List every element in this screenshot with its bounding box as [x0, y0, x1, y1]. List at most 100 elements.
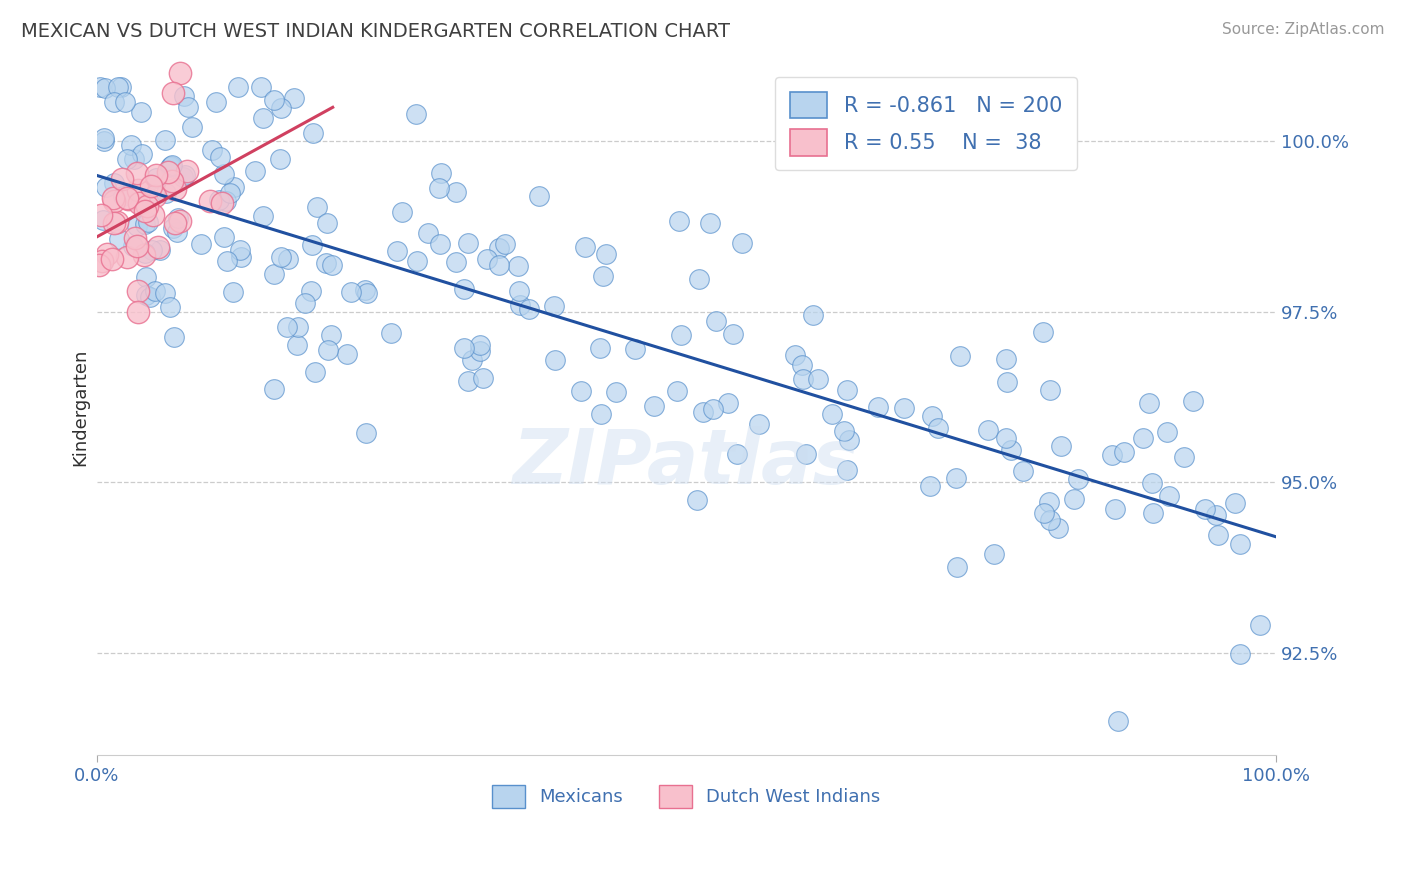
Point — [354, 425, 377, 440]
Point — [96, 179, 118, 194]
Point — [93, 134, 115, 148]
Point — [569, 384, 592, 398]
Point — [149, 243, 172, 257]
Point — [353, 283, 375, 297]
Point — [794, 447, 817, 461]
Point — [134, 203, 156, 218]
Point — [90, 208, 112, 222]
Point — [666, 384, 689, 398]
Point — [1114, 445, 1136, 459]
Point — [832, 424, 855, 438]
Point — [94, 80, 117, 95]
Point — [946, 560, 969, 574]
Point — [1107, 714, 1129, 728]
Point — [995, 431, 1018, 445]
Point — [1205, 508, 1227, 522]
Point — [190, 237, 212, 252]
Point — [157, 165, 180, 179]
Point — [127, 305, 149, 319]
Text: ZIPatlas: ZIPatlas — [513, 425, 859, 500]
Point — [222, 180, 245, 194]
Point — [131, 104, 153, 119]
Point — [276, 320, 298, 334]
Point — [101, 191, 124, 205]
Point — [100, 252, 122, 266]
Point — [134, 245, 156, 260]
Point — [461, 352, 484, 367]
Point — [623, 342, 645, 356]
Point — [107, 79, 129, 94]
Point — [1104, 502, 1126, 516]
Point — [155, 186, 177, 200]
Point — [589, 408, 612, 422]
Point — [336, 347, 359, 361]
Point — [1156, 425, 1178, 440]
Point — [380, 326, 402, 340]
Point — [509, 298, 531, 312]
Point — [405, 253, 427, 268]
Point — [692, 405, 714, 419]
Point — [215, 254, 238, 268]
Point — [169, 66, 191, 80]
Point — [136, 215, 159, 229]
Point — [702, 401, 724, 416]
Point — [270, 101, 292, 115]
Point — [838, 434, 860, 448]
Point — [301, 237, 323, 252]
Point — [730, 235, 752, 250]
Point — [128, 196, 150, 211]
Point — [127, 219, 149, 233]
Point — [302, 126, 325, 140]
Point — [921, 409, 943, 423]
Point — [201, 143, 224, 157]
Y-axis label: Kindergarten: Kindergarten — [72, 349, 89, 466]
Point — [159, 300, 181, 314]
Point — [475, 252, 498, 266]
Point — [115, 251, 138, 265]
Point — [785, 348, 807, 362]
Point — [163, 216, 186, 230]
Point — [167, 211, 190, 226]
Point — [211, 195, 233, 210]
Point — [112, 189, 135, 203]
Point — [305, 200, 328, 214]
Point — [1225, 495, 1247, 509]
Point — [1038, 494, 1060, 508]
Point — [103, 216, 125, 230]
Point — [162, 87, 184, 101]
Point — [252, 209, 274, 223]
Point — [204, 95, 226, 109]
Point — [453, 341, 475, 355]
Point — [1182, 394, 1205, 409]
Point — [1011, 464, 1033, 478]
Point — [287, 320, 309, 334]
Point — [229, 250, 252, 264]
Point — [103, 177, 125, 191]
Point — [139, 290, 162, 304]
Point — [135, 269, 157, 284]
Point — [131, 146, 153, 161]
Point — [143, 285, 166, 299]
Point — [103, 194, 125, 208]
Point — [114, 95, 136, 109]
Point — [219, 186, 242, 201]
Point — [837, 463, 859, 477]
Point — [427, 180, 450, 194]
Point — [1142, 506, 1164, 520]
Point — [1229, 647, 1251, 661]
Point — [252, 111, 274, 125]
Point — [207, 193, 229, 207]
Point — [96, 247, 118, 261]
Point — [243, 163, 266, 178]
Point — [927, 420, 949, 434]
Point — [93, 213, 115, 227]
Point — [263, 382, 285, 396]
Point — [589, 341, 612, 355]
Point — [457, 235, 479, 250]
Point — [405, 106, 427, 120]
Point — [229, 243, 252, 257]
Point — [215, 194, 238, 209]
Point — [1032, 325, 1054, 339]
Point — [141, 243, 163, 257]
Point — [155, 133, 177, 147]
